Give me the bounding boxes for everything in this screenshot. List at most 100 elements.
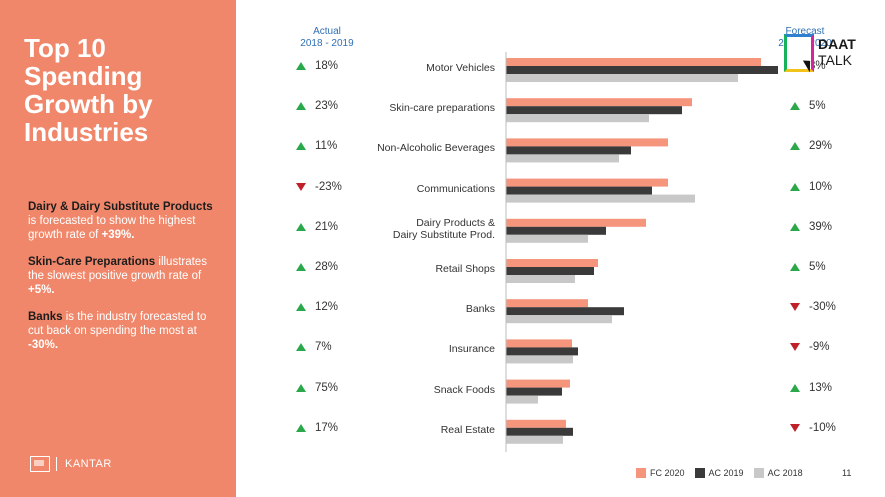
category-label: Banks — [325, 303, 495, 315]
arrow-up-icon — [790, 383, 800, 392]
bar-ac-2018 — [506, 154, 619, 163]
category-label: Insurance — [325, 343, 495, 355]
bar-ac-2018 — [506, 435, 563, 444]
forecast-change-label: 5% — [809, 100, 826, 113]
forecast-change: 29% — [790, 140, 832, 152]
forecast-change-label: 13% — [809, 381, 833, 394]
actual-change-label: 18% — [315, 60, 339, 72]
note-bold: Dairy & Dairy Substitute Products — [28, 201, 213, 213]
bar-ac-2019 — [506, 146, 631, 155]
actual-change-label: 11% — [315, 140, 338, 153]
actual-change: 28% — [296, 261, 338, 273]
bar-ac-2018 — [506, 74, 738, 82]
category-label-line: Real Estate — [440, 423, 495, 436]
footer-logo: KANTAR — [30, 456, 112, 472]
forecast-change: 13% — [790, 382, 832, 394]
bar-fc-2020 — [506, 299, 588, 308]
arrow-up-icon — [790, 102, 800, 111]
arrow-up-icon — [296, 383, 306, 392]
chart-legend: FC 2020 AC 2019 AC 2018 — [636, 468, 813, 478]
category-label: Non-Alcoholic Beverages — [325, 142, 495, 154]
forecast-change: 39% — [790, 221, 832, 233]
bar-fc-2020 — [506, 138, 668, 147]
arrow-down-icon — [790, 303, 800, 312]
logo-icon — [30, 456, 50, 472]
actual-change: 18% — [296, 60, 338, 72]
notes: Dairy & Dairy Substitute Products is for… — [28, 200, 223, 365]
arrow-up-icon — [296, 222, 306, 231]
arrow-up-icon — [790, 263, 800, 271]
category-label-line: Skin-care preparations — [389, 102, 495, 115]
note-text: is forecasted to show the highest growth… — [28, 215, 196, 241]
actual-change: 11% — [296, 140, 337, 152]
title-line: Top 10 — [24, 33, 106, 63]
arrow-up-icon — [790, 182, 800, 191]
category-label-line: Motor Vehicles — [426, 62, 495, 74]
actual-change-label: 21% — [315, 220, 339, 233]
actual-change-label: 12% — [315, 301, 339, 314]
legend-swatch — [694, 468, 705, 478]
actual-header-line1: Actual — [313, 26, 341, 37]
actual-change-label: 23% — [315, 100, 339, 113]
bar-fc-2020 — [506, 419, 566, 428]
bar-ac-2019 — [506, 267, 594, 275]
bar-fc-2020 — [506, 98, 692, 107]
forecast-change: -9% — [790, 341, 829, 353]
forecast-change: -30% — [790, 301, 836, 313]
category-label-line: Banks — [465, 303, 495, 316]
category-label-line: Dairy Substitute Prod. — [392, 228, 495, 241]
forecast-change: 5% — [790, 100, 826, 112]
arrow-up-icon — [296, 102, 306, 111]
note-bold: Banks — [28, 311, 63, 323]
note-text: is the industry forecasted to cut back o… — [28, 311, 207, 337]
bar-ac-2019 — [506, 387, 562, 396]
bar-ac-2018 — [506, 395, 538, 404]
actual-change-label: 7% — [315, 341, 332, 354]
forecast-change-label: 5% — [809, 261, 826, 273]
category-label: Skin-care preparations — [325, 102, 495, 114]
arrow-up-icon — [790, 142, 800, 151]
brand-square-icon — [784, 34, 814, 72]
legend-item: AC 2019 — [694, 468, 744, 478]
arrow-down-icon — [296, 182, 306, 191]
category-label-line: Snack Foods — [433, 383, 495, 396]
arrow-up-icon — [296, 62, 306, 70]
forecast-change-label: 10% — [809, 180, 833, 193]
arrow-up-icon — [296, 142, 306, 151]
bar-ac-2018 — [506, 275, 575, 283]
bar-fc-2020 — [506, 58, 761, 66]
legend-label: AC 2019 — [708, 468, 744, 478]
title-line: Industries — [24, 117, 149, 147]
overlay-brand: DAAT TALK — [784, 34, 856, 73]
category-label-line: Non-Alcoholic Beverages — [377, 142, 495, 155]
bar-ac-2019 — [506, 307, 624, 316]
brand-line1: DAAT — [818, 36, 856, 52]
category-label: Retail Shops — [325, 263, 495, 275]
legend-swatch — [636, 468, 646, 478]
note-value: +5%. — [28, 284, 55, 296]
bar-fc-2020 — [506, 178, 668, 187]
legend-item: FC 2020 — [636, 468, 685, 478]
actual-change-label: -23% — [315, 180, 342, 193]
arrow-up-icon — [296, 263, 306, 271]
note-text: illustrates the slowest positive growth … — [28, 256, 207, 282]
bar-ac-2018 — [506, 234, 588, 243]
legend-label: AC 2018 — [767, 468, 803, 478]
forecast-change-label: -30% — [809, 301, 836, 314]
bar-fc-2020 — [506, 218, 646, 227]
bar-ac-2018 — [506, 114, 649, 123]
category-label: Motor Vehicles — [325, 62, 495, 74]
bar-ac-2019 — [506, 226, 606, 235]
actual-change: 21% — [296, 221, 338, 233]
legend-item: AC 2018 — [753, 468, 803, 478]
bar-ac-2019 — [506, 186, 652, 195]
arrow-up-icon — [296, 343, 306, 352]
bar-ac-2019 — [506, 106, 682, 115]
forecast-change: -10% — [790, 422, 836, 434]
category-label: Dairy Products & Dairy Substitute Prod. — [325, 217, 495, 241]
actual-change: 7% — [296, 341, 332, 353]
actual-change-label: 28% — [315, 261, 339, 273]
actual-change: 12% — [296, 301, 338, 313]
forecast-header-line1: Forecast — [785, 26, 825, 37]
note-bold: Skin-Care Preparations — [28, 256, 156, 268]
